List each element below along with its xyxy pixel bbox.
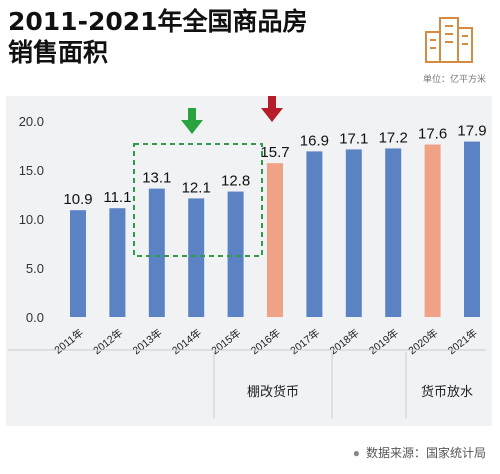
value-label: 10.9 [63, 191, 92, 208]
bar-1 [109, 208, 126, 317]
highlight-box-2013-2015 [133, 143, 263, 257]
value-label: 16.9 [300, 132, 329, 149]
bar-8 [385, 148, 402, 317]
value-label: 12.1 [182, 179, 211, 196]
unit-label: 单位：亿平方米 [422, 74, 486, 84]
city-buildings-icon [422, 10, 478, 71]
value-label: 15.7 [260, 144, 289, 161]
x-tick-label: 2012年 [91, 326, 126, 357]
title-line-2: 销售面积 [8, 38, 109, 67]
y-axis: 0.0 5.0 10.0 15.0 20.0 [19, 114, 44, 325]
bar-5 [267, 163, 283, 317]
bar-4 [227, 191, 244, 317]
y-tick-label: 10.0 [19, 212, 44, 227]
arrow-down-red-icon [261, 96, 283, 122]
value-label: 13.1 [142, 170, 171, 187]
group-label-shanty-reform: 棚改货币 [247, 384, 299, 399]
group-label-monetary-easing: 货币放水 [421, 384, 473, 399]
source-text: 数据来源：国家统计局 [365, 446, 486, 460]
chart-area: 0.0 5.0 10.0 15.0 20.0 10.9 11.1 13.1 12.1 12.8 1… [6, 96, 492, 426]
x-tick-label: 2020年 [406, 326, 441, 357]
x-tick-label: 2011年 [52, 326, 86, 357]
bullet-icon: ● [352, 446, 360, 460]
bar-chart: 0.05.010.015.020.0 10.9 11.113.112.1 12.81… [8, 96, 487, 418]
x-tick-label: 2014年 [169, 326, 204, 357]
x-axis-labels: 2011年 2012年 2013年 2014年 2015年 2016年 2017年 2018年… [52, 326, 480, 357]
value-label: 11.1 [103, 189, 131, 206]
bar-10 [464, 141, 480, 317]
x-tick-label: 2019年 [366, 326, 401, 357]
value-labels: 10.9 11.1 13.1 12.1 12.8 15.7 16.9 17.1 17.2 17.6… [63, 123, 486, 209]
chart-title: 2011-2021年全国商品房 销售面积 [8, 6, 308, 68]
value-label: 17.1 [339, 130, 368, 147]
bar-2 [148, 188, 165, 317]
bar-6 [306, 151, 323, 317]
data-source: ● 数据来源：国家统计局 [353, 444, 486, 461]
value-label: 17.6 [418, 126, 447, 143]
bar-9 [424, 144, 441, 317]
value-label: 12.8 [221, 173, 250, 190]
bar-3 [188, 198, 205, 317]
bar-0 [70, 210, 86, 317]
y-tick-label: 5.0 [26, 261, 44, 276]
value-label: 17.9 [457, 123, 486, 140]
y-tick-label: 0.0 [26, 310, 44, 325]
y-tick-label: 15.0 [19, 163, 44, 178]
x-tick-label: 2016年 [248, 326, 283, 357]
y-tick-label: 20.0 [19, 114, 44, 129]
x-tick-label: 2017年 [288, 326, 323, 357]
bars [70, 141, 480, 317]
arrow-down-green-icon [181, 108, 203, 134]
bar-7 [345, 149, 362, 317]
x-tick-label: 2021年 [445, 326, 480, 357]
title-line-1: 2011-2021年全国商品房 [8, 7, 308, 36]
value-label: 17.2 [379, 129, 408, 146]
x-tick-label: 2013年 [130, 326, 165, 357]
